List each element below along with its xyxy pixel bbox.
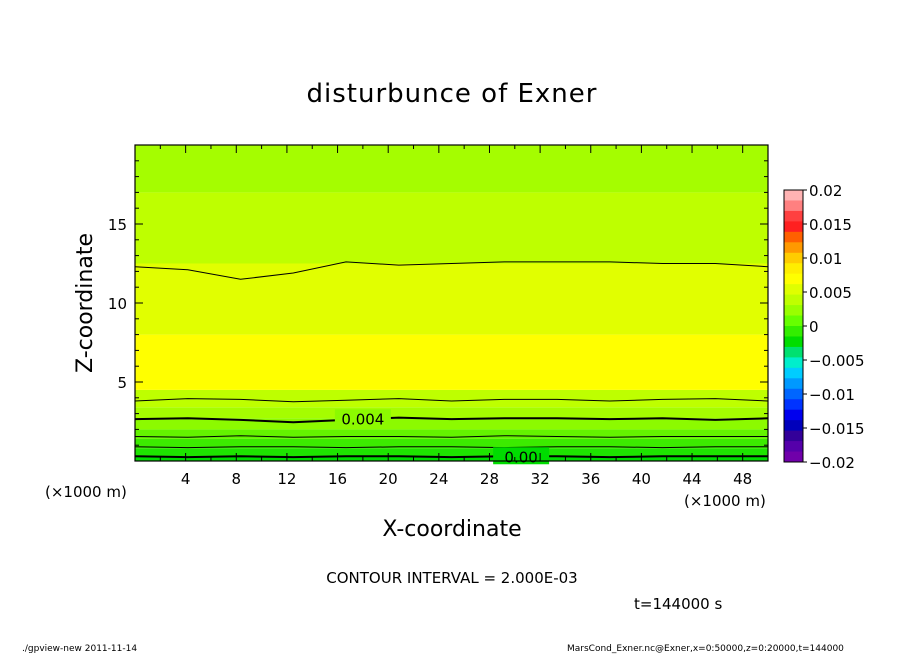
colorbar-label: 0.015 [809, 216, 852, 234]
heatmap-band [135, 145, 768, 193]
colorbar-cell [784, 451, 803, 463]
contour-label-bg [493, 447, 550, 465]
colorbar-cell [784, 190, 803, 201]
heatmap-band [135, 334, 768, 390]
contour-line [134, 398, 769, 403]
colorbar-cell [784, 388, 803, 400]
colorbar-cell [784, 430, 803, 442]
colorbar-labels: 0.02 0.015 0.01 0.005 0 −0.005 −0.01 −0.015 −0.0… [803, 182, 865, 472]
contour-line [134, 435, 768, 438]
heatmap-band [135, 418, 768, 430]
colorbar-cell [784, 336, 803, 348]
x-tick-label: 36 [581, 470, 600, 488]
x-tick-label: 32 [531, 470, 550, 488]
colorbar-cell [784, 242, 803, 254]
x-tick-label: 16 [328, 470, 347, 488]
x-axis-ticks: 4 8 12 16 20 24 28 32 36 40 44 48 [159, 145, 752, 488]
colorbar-label: 0.005 [809, 284, 852, 302]
colorbar-label: −0.015 [809, 420, 865, 438]
colorbar-cell [784, 399, 803, 411]
colorbar-cell [784, 357, 803, 369]
colorbar-label: −0.005 [809, 352, 865, 370]
colorbar-cell [784, 441, 803, 453]
y-tick-label: 15 [108, 216, 127, 234]
colorbar-cell [784, 200, 803, 212]
colorbar-cells [784, 190, 803, 463]
colorbar-cell [784, 326, 803, 337]
y-tick-label: 10 [108, 295, 127, 313]
x-tick-label: 8 [232, 470, 242, 488]
colorbar-label: 0 [809, 318, 819, 336]
colorbar-cell [784, 367, 803, 379]
colorbar-cell [784, 284, 803, 296]
contour-line [134, 446, 768, 449]
heatmap-band [135, 456, 768, 461]
y-axis-label: Z-coordinate [73, 233, 98, 373]
contour-line [134, 455, 768, 459]
heatmap-bands [135, 145, 768, 461]
colorbar-cell [784, 294, 803, 306]
heatmap-band [135, 407, 768, 419]
heatmap-band [135, 438, 768, 449]
colorbar-cell [784, 409, 803, 421]
x-tick-label: 12 [277, 470, 296, 488]
colorbar-cell [784, 263, 803, 275]
x-tick-label: 44 [682, 470, 701, 488]
colorbar: 0.02 0.015 0.01 0.005 0 −0.005 −0.01 −0.015 −0.0… [783, 182, 865, 472]
y-axis-ticks: 5 10 15 [108, 160, 768, 446]
colorbar-cell [784, 420, 803, 432]
x-unit-right: (×1000 m) [684, 492, 766, 510]
x-tick-label: 24 [429, 470, 448, 488]
contour-label: 0.00 [504, 448, 537, 466]
chart-title: disturbunce of Exner [307, 79, 598, 109]
contour-lines [134, 261, 769, 459]
colorbar-cell [784, 231, 803, 243]
colorbar-cell [784, 273, 803, 285]
contour-line [134, 261, 769, 280]
colorbar-cell [784, 221, 803, 233]
contour-line [134, 416, 769, 424]
colorbar-cell [784, 210, 803, 222]
colorbar-label: 0.01 [809, 250, 842, 268]
x-tick-label: 28 [480, 470, 499, 488]
heatmap-band [135, 448, 768, 457]
x-unit-left: (×1000 m) [45, 483, 127, 501]
contour-labels: 0.00 0.004 [334, 409, 550, 466]
footer-right: MarsCond_Exner.nc@Exner,x=0:50000,z=0:20… [567, 644, 844, 654]
heatmap-band [135, 263, 768, 335]
colorbar-label: −0.01 [809, 386, 855, 404]
footer-left: ./gpview-new 2011-11-14 [22, 644, 137, 654]
x-tick-label: 40 [632, 470, 651, 488]
x-axis-label: X-coordinate [382, 517, 521, 542]
colorbar-cell [784, 346, 803, 358]
x-tick-label: 20 [379, 470, 398, 488]
colorbar-cell [784, 315, 803, 327]
colorbar-cell [784, 305, 803, 317]
x-tick-label: 4 [181, 470, 191, 488]
contour-interval: CONTOUR INTERVAL = 2.000E-03 [326, 569, 577, 587]
x-tick-label: 48 [733, 470, 752, 488]
contour-label: 0.004 [341, 410, 384, 428]
heatmap-band [135, 429, 768, 439]
contour-label-bg [334, 409, 391, 427]
time-label: t=144000 s [634, 595, 722, 613]
colorbar-label: 0.02 [809, 182, 842, 200]
heatmap-band [135, 389, 768, 408]
colorbar-cell [784, 378, 803, 390]
y-tick-label: 5 [117, 374, 127, 392]
colorbar-cell [784, 252, 803, 264]
heatmap-band [135, 192, 768, 264]
colorbar-label: −0.02 [809, 454, 855, 472]
